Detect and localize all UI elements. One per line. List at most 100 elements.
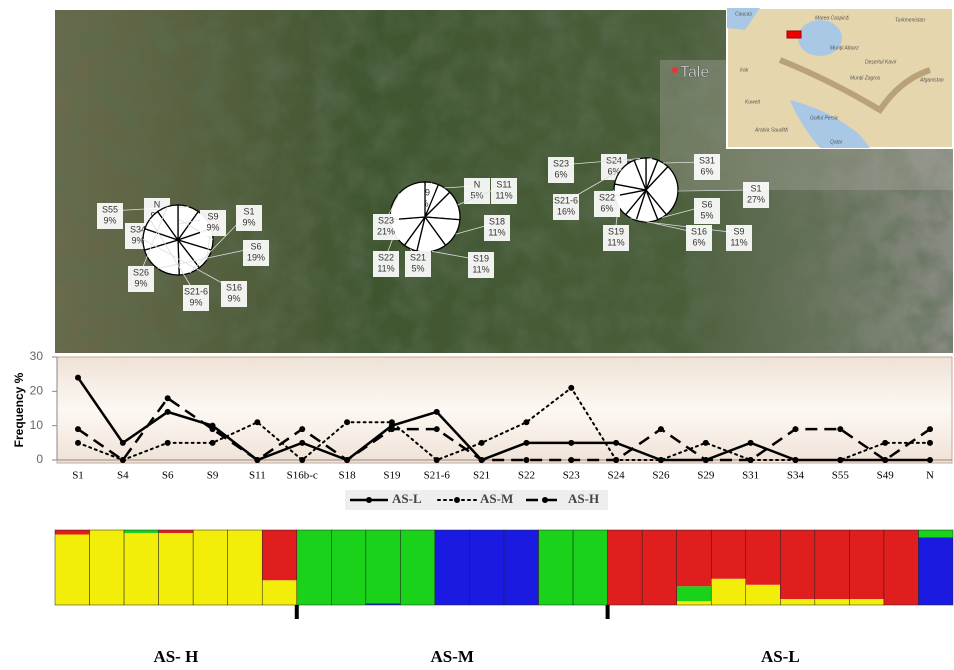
x-tick-label: S22	[518, 470, 535, 482]
ancestry-segment	[918, 538, 953, 606]
ancestry-segment	[124, 533, 159, 605]
pie-label-name: S55	[102, 204, 118, 214]
pie-label-value: 9%	[206, 222, 219, 232]
pie-label-value: 9%	[189, 297, 202, 307]
pie-label-name: S18	[489, 216, 505, 226]
data-point	[389, 426, 395, 432]
data-point	[568, 457, 574, 463]
group-label: AS-L	[761, 647, 800, 666]
data-point	[165, 440, 171, 446]
pie-label-value: 9%	[242, 217, 255, 227]
data-point	[299, 440, 305, 446]
ancestry-segment	[573, 530, 608, 605]
data-point	[120, 440, 126, 446]
group-label: AS- H	[153, 647, 198, 666]
group-divider	[606, 605, 610, 619]
pie-label-value: 6%	[600, 203, 613, 213]
ancestry-segment	[849, 530, 884, 599]
x-tick-label: S26	[652, 470, 670, 482]
data-point	[613, 440, 619, 446]
data-point	[479, 457, 485, 463]
data-point	[837, 457, 843, 463]
ancestry-segment	[504, 530, 539, 605]
ancestry-segment	[608, 530, 643, 605]
ancestry-segment	[711, 579, 746, 605]
x-tick-label: N	[926, 470, 934, 482]
data-point	[658, 426, 664, 432]
y-tick-label: 0	[36, 452, 43, 466]
pie-label-value: 11%	[472, 264, 489, 274]
x-tick-label: S34	[787, 470, 805, 482]
inset-label: Deșertul Kavir	[865, 59, 897, 65]
ancestry-segment	[815, 599, 850, 605]
data-point	[434, 457, 440, 463]
y-tick-label: 10	[30, 418, 44, 432]
pie-label-value: 11%	[730, 237, 747, 247]
x-tick-label: S4	[117, 470, 129, 482]
ancestry-segment	[400, 530, 435, 605]
x-tick-label: S24	[608, 470, 626, 482]
data-point	[75, 375, 81, 381]
x-tick-label: S19	[383, 470, 401, 482]
pie-label-name: S21	[410, 252, 426, 262]
data-point	[882, 457, 888, 463]
inset-label: Arabia Saudită	[754, 127, 788, 133]
ancestry-segment	[159, 530, 194, 533]
pie-label-name: S21-6	[554, 195, 578, 205]
pie-label-value: 6%	[692, 237, 705, 247]
data-point	[299, 457, 305, 463]
ancestry-segment	[780, 599, 815, 605]
data-point	[434, 409, 440, 415]
pie-label-name: S9	[733, 226, 744, 236]
data-point	[479, 440, 485, 446]
x-tick-label: S23	[563, 470, 581, 482]
data-point	[165, 395, 171, 401]
pie-label-value: 6%	[700, 166, 713, 176]
inset-label: Turkmenistan	[895, 17, 925, 23]
ancestry-segment	[642, 530, 677, 605]
pie-label-name: S19	[473, 253, 489, 263]
x-tick-label: S6	[162, 470, 174, 482]
data-point	[523, 457, 529, 463]
pie-label-value: 27%	[747, 194, 765, 204]
inset-label: Caucas	[735, 11, 752, 17]
pie-label-name: S6	[701, 199, 712, 209]
data-point	[75, 426, 81, 432]
ancestry-segment	[884, 530, 919, 605]
ancestry-segment	[228, 530, 263, 605]
pie-label-value: 9%	[227, 293, 240, 303]
data-point	[523, 419, 529, 425]
data-point	[748, 440, 754, 446]
inset-label: Munții Zagros	[850, 75, 881, 81]
pie-label-name: S26	[133, 267, 149, 277]
inset-label: Munții Alborz	[830, 45, 859, 51]
data-point	[210, 440, 216, 446]
pie-label-name: S1	[750, 183, 761, 193]
pie-label-value: 19%	[247, 252, 265, 262]
ancestry-segment	[331, 530, 366, 605]
pie-label-name: S22	[599, 192, 615, 202]
ancestry-segment	[366, 530, 401, 604]
ancestry-segment	[746, 530, 781, 585]
data-point	[344, 457, 350, 463]
inset-label: Afganistan	[919, 77, 944, 83]
pie-label-name: S19	[608, 226, 624, 236]
data-point	[792, 426, 798, 432]
ancestry-segment	[124, 530, 159, 533]
pie-label-name: S11	[496, 179, 511, 189]
data-point	[523, 440, 529, 446]
x-tick-label: S16b-c	[287, 470, 318, 482]
pie-label-value: 16%	[557, 206, 575, 216]
pie-label-value: 5%	[700, 210, 713, 220]
ancestry-segment	[262, 580, 297, 605]
group-divider	[295, 605, 299, 619]
plot-panel	[57, 357, 952, 463]
x-tick-label: S55	[832, 470, 850, 482]
pie-label-name: S16	[226, 282, 242, 292]
ancestry-segment	[55, 535, 90, 606]
data-point	[837, 426, 843, 432]
legend-label: AS-H	[568, 491, 599, 506]
data-point	[748, 457, 754, 463]
inset-label: Qatar	[830, 139, 843, 145]
pie-label-name: N	[474, 179, 481, 189]
